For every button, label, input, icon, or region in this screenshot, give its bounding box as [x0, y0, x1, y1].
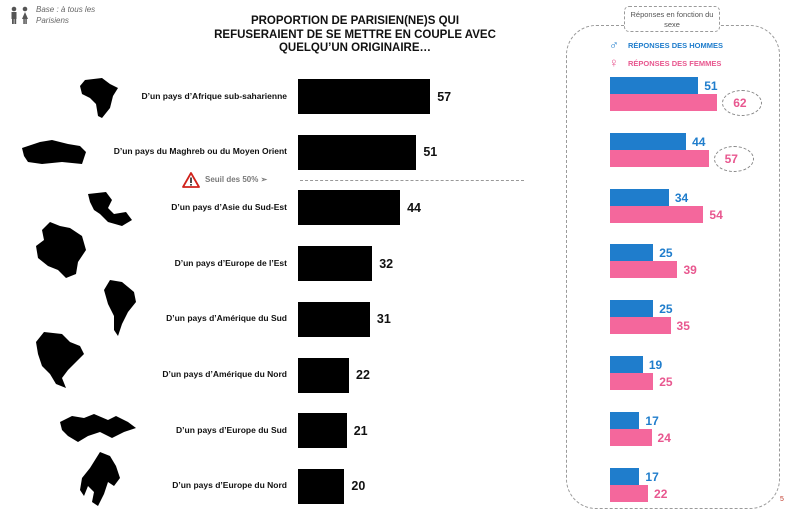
bar-men — [610, 132, 687, 150]
bar — [298, 357, 350, 393]
data-label-men: 51 — [704, 79, 718, 93]
data-label: 44 — [407, 200, 421, 215]
bar — [298, 301, 370, 337]
data-label-men: 34 — [674, 190, 689, 205]
data-label-women: 24 — [657, 430, 671, 445]
bar-men — [610, 467, 640, 485]
category-label: D’un pays d’Asie du Sud-Est — [171, 201, 287, 212]
bar-women — [610, 94, 718, 111]
bar-women — [610, 149, 709, 167]
north-america-map-icon — [36, 332, 84, 388]
bar-men — [610, 411, 640, 429]
data-label-women: 54 — [709, 207, 723, 222]
category-label: D’un pays d’Afrique sub-saharienne — [141, 90, 287, 101]
data-label-men: 44 — [692, 134, 706, 149]
data-label: 31 — [376, 312, 391, 327]
people-icon — [11, 6, 28, 24]
bar — [298, 413, 347, 449]
data-label: 57 — [437, 89, 452, 104]
bar-men — [610, 188, 669, 206]
northern-europe-map-icon — [80, 452, 120, 506]
warning-icon — [182, 172, 200, 188]
data-label: 22 — [356, 368, 370, 382]
bar — [298, 468, 345, 504]
category-label: D’un pays d’Europe de l’Est — [174, 257, 287, 268]
data-label: 21 — [353, 423, 368, 438]
bar-men — [610, 300, 654, 318]
data-label-women: 25 — [659, 375, 673, 389]
data-label-women: 35 — [676, 319, 690, 334]
bar — [298, 134, 417, 170]
bar-men — [610, 356, 643, 373]
category-label: D’un pays d’Europe du Sud — [176, 424, 287, 435]
data-label-women: 62 — [733, 96, 747, 110]
threshold-line — [300, 180, 524, 181]
bar — [298, 246, 373, 282]
chart-title: PROPORTION DE PARISIEN(NE)S QUI REFUSERA… — [214, 15, 496, 54]
female-icon: ♀ — [609, 55, 619, 70]
bar — [298, 190, 401, 226]
bar-women — [610, 205, 704, 223]
bar-men — [610, 77, 699, 94]
bar — [298, 79, 431, 114]
bar-women — [610, 484, 649, 502]
data-label-women: 39 — [683, 263, 697, 278]
data-label: 32 — [379, 256, 394, 271]
threshold-label: Seuil des 50% ➢ — [205, 175, 268, 184]
legend-men: RÉPONSES DES HOMMES — [628, 41, 724, 50]
eastern-europe-map-icon — [36, 222, 86, 278]
data-label-men: 25 — [659, 302, 673, 317]
data-label-men: 19 — [648, 358, 663, 372]
category-label: D’un pays d’Amérique du Nord — [162, 369, 287, 379]
category-label: D’un pays du Maghreb ou du Moyen Orient — [113, 146, 287, 157]
highlight-circle — [722, 90, 763, 116]
south-america-map-icon — [104, 280, 136, 336]
base-note: Base : à tous les Parisiens — [36, 5, 96, 25]
category-label: D’un pays d’Amérique du Sud — [166, 313, 287, 324]
highlight-circle — [713, 145, 754, 172]
data-label: 51 — [423, 145, 438, 160]
data-label-men: 17 — [645, 469, 659, 484]
southeast-asia-map-icon — [88, 192, 132, 226]
bar-women — [610, 261, 678, 279]
data-label-men: 25 — [659, 246, 673, 261]
male-icon: ♂ — [609, 37, 619, 52]
legend-women: RÉPONSES DES FEMMES — [628, 59, 722, 68]
bar-women — [610, 428, 652, 446]
maghreb-map-icon — [22, 140, 86, 164]
bar-men — [610, 244, 654, 262]
data-label-men: 17 — [645, 413, 659, 428]
africa-map-icon — [80, 78, 118, 118]
bar-women — [610, 317, 671, 335]
bar-women — [610, 373, 654, 390]
category-label: D’un pays d’Europe du Nord — [172, 480, 287, 491]
southern-europe-map-icon — [60, 414, 136, 442]
data-label-women: 57 — [724, 151, 738, 166]
page-number: 5 — [780, 496, 784, 503]
data-label: 20 — [351, 479, 366, 494]
panel-title: Réponses en fonction du sexe — [624, 6, 720, 32]
data-label-women: 22 — [654, 486, 668, 501]
